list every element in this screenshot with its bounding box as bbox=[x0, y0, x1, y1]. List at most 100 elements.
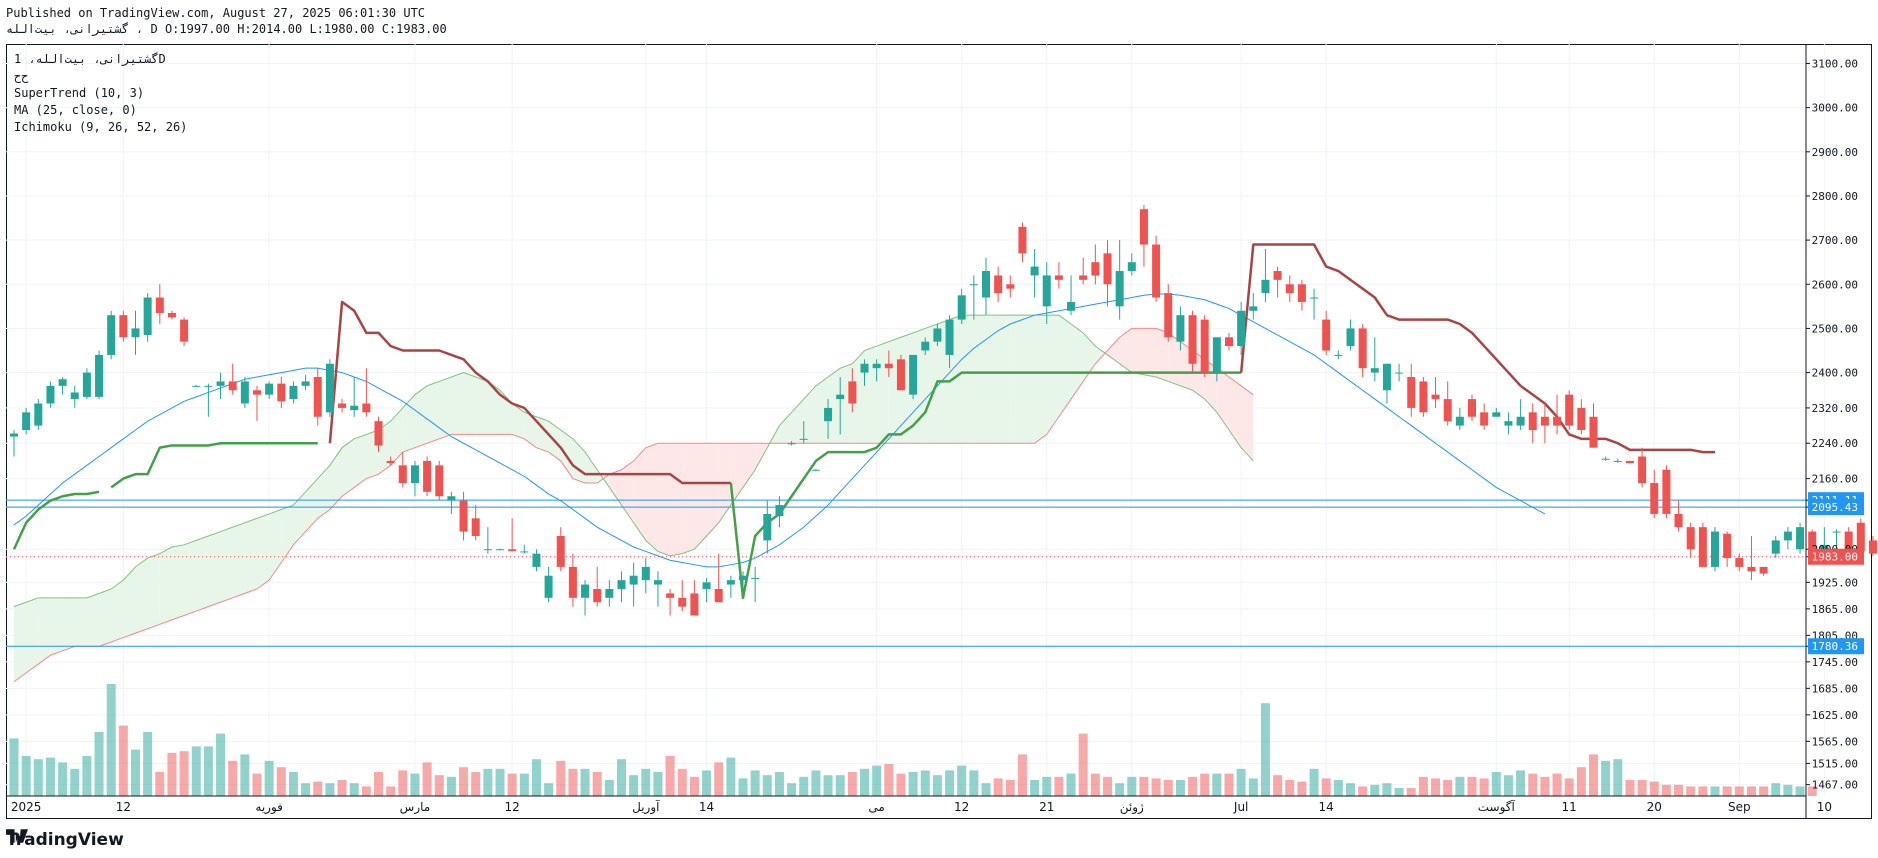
candle-body bbox=[1407, 377, 1416, 408]
supertrend-line bbox=[328, 300, 731, 485]
candle-body bbox=[1042, 275, 1051, 307]
x-tick-label: 12 bbox=[505, 800, 520, 814]
volume-bar bbox=[1698, 786, 1708, 796]
volume-bar bbox=[228, 760, 238, 796]
volume-bar bbox=[1576, 767, 1586, 796]
legend-symbol: گشتیرانی، بیت‌الله، 1D bbox=[14, 52, 166, 66]
ichimoku-cloud-segment bbox=[74, 597, 87, 647]
candle-body bbox=[1480, 412, 1489, 426]
ichimoku-cloud-segment bbox=[791, 399, 804, 444]
candle-body bbox=[95, 354, 104, 397]
volume-bar bbox=[823, 775, 833, 796]
volume-bar bbox=[1090, 773, 1100, 796]
volume-bar bbox=[1528, 773, 1538, 796]
y-tick-label: 2900.00 bbox=[1812, 146, 1858, 159]
candle-body bbox=[775, 505, 784, 517]
volume-bar bbox=[167, 752, 177, 796]
volume-bar bbox=[361, 786, 371, 796]
volume-bar bbox=[835, 775, 845, 796]
candle-body bbox=[398, 465, 407, 483]
y-tick-label: 1685.00 bbox=[1812, 682, 1858, 695]
volume-bar bbox=[1661, 784, 1671, 796]
ichimoku-cloud-segment bbox=[1131, 328, 1144, 375]
volume-bar bbox=[617, 759, 626, 796]
x-tick-label: 10 bbox=[1817, 800, 1832, 814]
volume-bar bbox=[762, 775, 772, 796]
volume-bar bbox=[1151, 778, 1161, 796]
ichimoku-cloud-segment bbox=[305, 478, 318, 532]
volume-bar bbox=[1224, 773, 1234, 796]
candle-body bbox=[957, 295, 966, 320]
y-tick-label: 1565.00 bbox=[1812, 735, 1858, 748]
ichimoku-cloud-segment bbox=[86, 593, 100, 647]
supertrend-line bbox=[12, 490, 100, 550]
candle-body bbox=[143, 297, 152, 336]
ichimoku-cloud-segment bbox=[62, 597, 75, 651]
candle-body bbox=[702, 582, 711, 589]
volume-bar bbox=[410, 773, 420, 796]
published-header: Published on TradingView.com, August 27,… bbox=[6, 6, 426, 20]
volume-bar bbox=[1722, 786, 1732, 796]
volume-bar bbox=[1200, 773, 1210, 796]
ichimoku-cloud-segment bbox=[135, 558, 148, 634]
volume-bar bbox=[106, 684, 116, 796]
volume-bar bbox=[993, 778, 1003, 796]
legend-ichimoku[interactable]: Ichimoku (9, 26, 52, 26) bbox=[14, 120, 188, 134]
candle-body bbox=[945, 319, 954, 355]
volume-bar bbox=[1443, 780, 1453, 796]
ichimoku-cloud-segment bbox=[925, 324, 938, 444]
volume-bar bbox=[1346, 783, 1355, 796]
tradingview-logo[interactable]: TradingView bbox=[6, 829, 124, 851]
volume-bar bbox=[1625, 780, 1635, 796]
volume-bar bbox=[1297, 781, 1307, 796]
candle-body bbox=[10, 433, 18, 437]
x-tick-label: 14 bbox=[1319, 800, 1334, 814]
volume-bar bbox=[507, 773, 517, 796]
ichimoku-cloud-segment bbox=[1143, 328, 1157, 378]
candle-body bbox=[180, 319, 189, 342]
ichimoku-cloud-segment bbox=[512, 403, 525, 439]
candle-body bbox=[1832, 531, 1841, 533]
volume-bar bbox=[313, 781, 323, 796]
ichimoku-cloud-segment bbox=[281, 505, 294, 563]
candle-body bbox=[1346, 328, 1355, 347]
ichimoku-cloud-segment bbox=[803, 385, 816, 444]
ichimoku-cloud-segment bbox=[1046, 315, 1059, 435]
candle-body bbox=[1759, 566, 1768, 574]
volume-bar bbox=[203, 746, 213, 796]
legend-ma[interactable]: MA (25, close, 0) bbox=[14, 103, 137, 117]
ichimoku-span-b bbox=[13, 327, 1254, 683]
chart-frame bbox=[6, 44, 1872, 819]
candle-body bbox=[1127, 262, 1136, 272]
candle-body bbox=[1395, 372, 1404, 374]
volume-bar bbox=[519, 773, 529, 796]
candle-body bbox=[350, 405, 359, 411]
x-tick-label: آوریل bbox=[632, 799, 660, 815]
ichimoku-cloud-segment bbox=[876, 341, 889, 444]
volume-bar bbox=[1552, 773, 1562, 796]
volume-bar bbox=[531, 759, 541, 796]
ichimoku-cloud-segment bbox=[159, 547, 172, 625]
y-tick-label: 1780.36 bbox=[1812, 640, 1858, 653]
volume-bar bbox=[774, 772, 784, 796]
candle-body bbox=[1443, 399, 1452, 422]
volume-bar bbox=[544, 783, 554, 796]
candle-body bbox=[1735, 558, 1744, 567]
candle-body bbox=[496, 549, 504, 551]
candle-body bbox=[1808, 531, 1817, 550]
candle-body bbox=[921, 341, 930, 351]
volume-bar bbox=[957, 765, 967, 796]
candle-body bbox=[982, 271, 990, 298]
volume-bar bbox=[1686, 786, 1696, 796]
candle-body bbox=[544, 575, 553, 598]
ichimoku-cloud-segment bbox=[196, 535, 209, 612]
volume-bar bbox=[884, 764, 894, 796]
supertrend-line bbox=[1239, 243, 1715, 454]
candle-body bbox=[1625, 460, 1634, 464]
candle-body bbox=[1054, 275, 1063, 280]
candle-body bbox=[678, 597, 687, 607]
candle-body bbox=[374, 421, 383, 446]
volume-bar bbox=[945, 770, 955, 796]
legend-supertrend[interactable]: SuperTrend (10, 3) bbox=[14, 86, 145, 100]
